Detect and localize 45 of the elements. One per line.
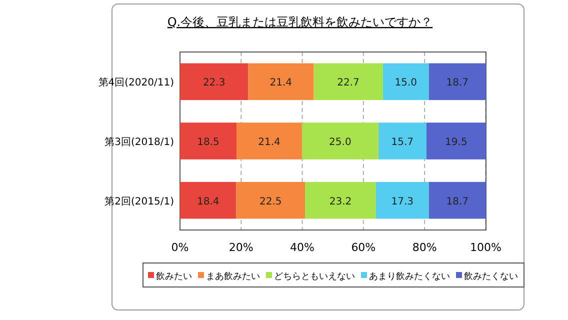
y-tick-label: 第2回(2015/1) — [104, 195, 174, 208]
chart-title: Q.今後、豆乳または豆乳飲料を飲みたいですか？ — [167, 15, 433, 29]
data-label: 18.4 — [196, 196, 220, 208]
x-tick-label: 40% — [290, 241, 315, 254]
bar — [428, 63, 486, 100]
bar — [382, 63, 429, 100]
bar — [314, 63, 383, 100]
legend-label: 飲みたい — [156, 271, 192, 282]
bar — [180, 63, 248, 100]
x-tick-label: 0% — [171, 241, 189, 254]
x-tick-label: 100% — [470, 241, 502, 254]
data-label: 15.0 — [394, 78, 418, 89]
data-label: 17.3 — [391, 196, 414, 208]
data-label: 15.7 — [391, 137, 414, 148]
bar — [305, 182, 376, 219]
bar — [180, 182, 236, 219]
data-label: 22.3 — [202, 78, 226, 89]
data-label: 18.7 — [446, 196, 469, 208]
data-label: 21.4 — [270, 78, 292, 89]
legend-label: まあ飲みたい — [206, 271, 260, 282]
legend-label: どちらともいえない — [274, 272, 355, 282]
data-label: 23.2 — [329, 196, 352, 208]
bar — [236, 182, 306, 219]
x-tick-label: 80% — [412, 241, 437, 254]
bar — [426, 122, 486, 160]
data-label: 22.5 — [260, 196, 282, 208]
bar — [428, 182, 486, 219]
x-tick-label: 60% — [351, 241, 376, 254]
bar — [180, 122, 237, 160]
bar — [248, 63, 314, 100]
x-tick-label: 20% — [228, 241, 254, 254]
data-label: 19.5 — [445, 137, 468, 148]
data-label: 18.5 — [197, 137, 220, 148]
bar — [302, 122, 378, 160]
data-label: 21.4 — [258, 137, 280, 148]
legend-label: あまり飲みたくない — [369, 271, 450, 282]
bar — [378, 122, 426, 160]
data-label: 25.0 — [329, 137, 352, 148]
bar — [236, 122, 302, 160]
y-tick-label: 第3回(2018/1) — [104, 136, 174, 148]
legend-label: 飲みたくない — [464, 271, 518, 282]
data-label: 22.7 — [337, 78, 360, 89]
bar — [376, 182, 429, 219]
y-tick-label: 第4回(2020/11) — [98, 76, 174, 89]
data-label: 18.7 — [446, 78, 469, 89]
